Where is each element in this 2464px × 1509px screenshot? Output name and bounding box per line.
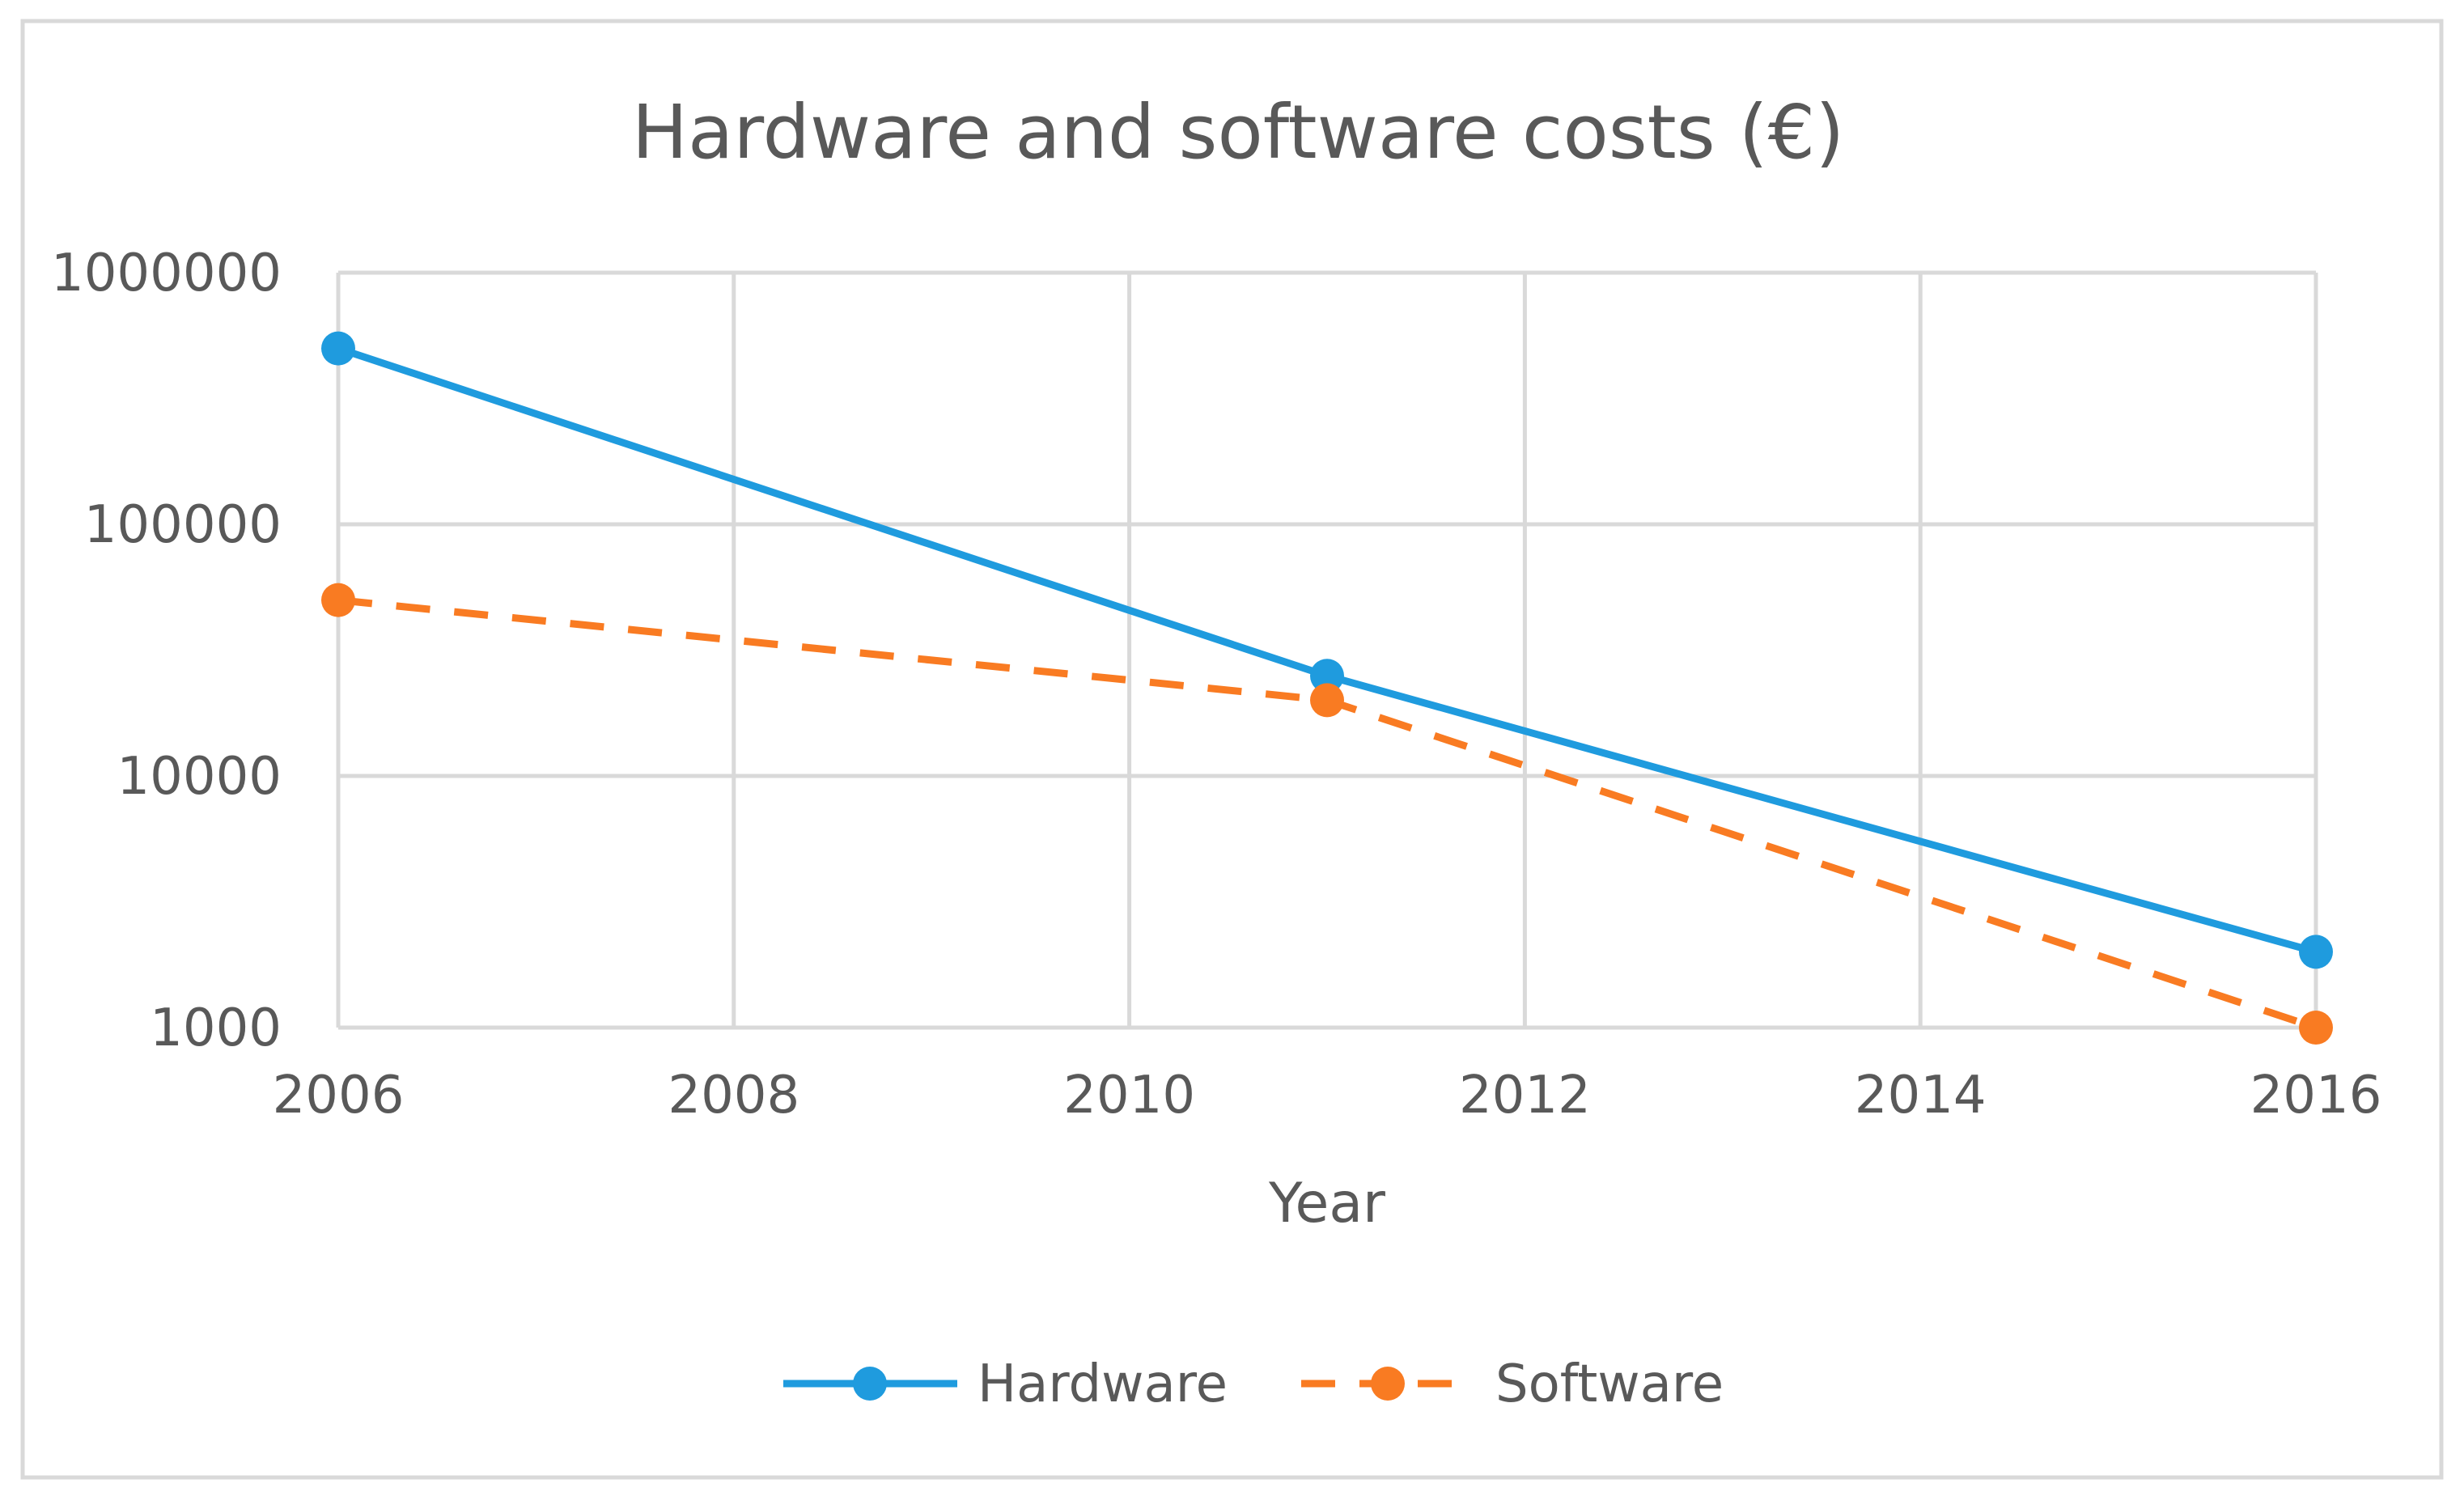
legend-label-software: Software	[1495, 1354, 1724, 1414]
data-point-software	[321, 583, 355, 617]
x-tick-label: 2016	[2250, 1066, 2382, 1125]
legend-marker-software	[1371, 1367, 1405, 1401]
legend: Hardware Software	[783, 1354, 1724, 1414]
x-axis-title: Year	[1268, 1172, 1385, 1236]
data-point-hardware	[1310, 659, 1344, 693]
y-tick-label: 10000	[117, 747, 282, 807]
y-tick-label: 1000	[150, 998, 282, 1058]
legend-marker-hardware	[853, 1367, 887, 1401]
data-point-hardware	[2299, 935, 2333, 969]
tick-labels: 2006 2008 2010 2012 2014 2016 1000 10000 100000 1…	[51, 244, 2381, 1125]
x-tick-label: 2012	[1459, 1066, 1591, 1125]
y-tick-label: 100000	[84, 495, 282, 555]
x-tick-label: 2008	[668, 1066, 799, 1125]
x-tick-label: 2014	[1855, 1066, 1987, 1125]
series-lines	[321, 331, 2333, 1045]
legend-label-hardware: Hardware	[978, 1354, 1228, 1414]
data-point-hardware	[321, 331, 355, 366]
x-tick-label: 2010	[1063, 1066, 1195, 1125]
data-point-software	[1310, 683, 1344, 718]
data-point-software	[2299, 1011, 2333, 1045]
grid-lines	[336, 270, 2318, 1030]
chart-title: Hardware and software costs (€)	[632, 89, 1844, 176]
x-tick-label: 2006	[273, 1066, 405, 1125]
chart-frame	[20, 19, 2444, 1480]
y-tick-label: 1000000	[51, 244, 282, 303]
